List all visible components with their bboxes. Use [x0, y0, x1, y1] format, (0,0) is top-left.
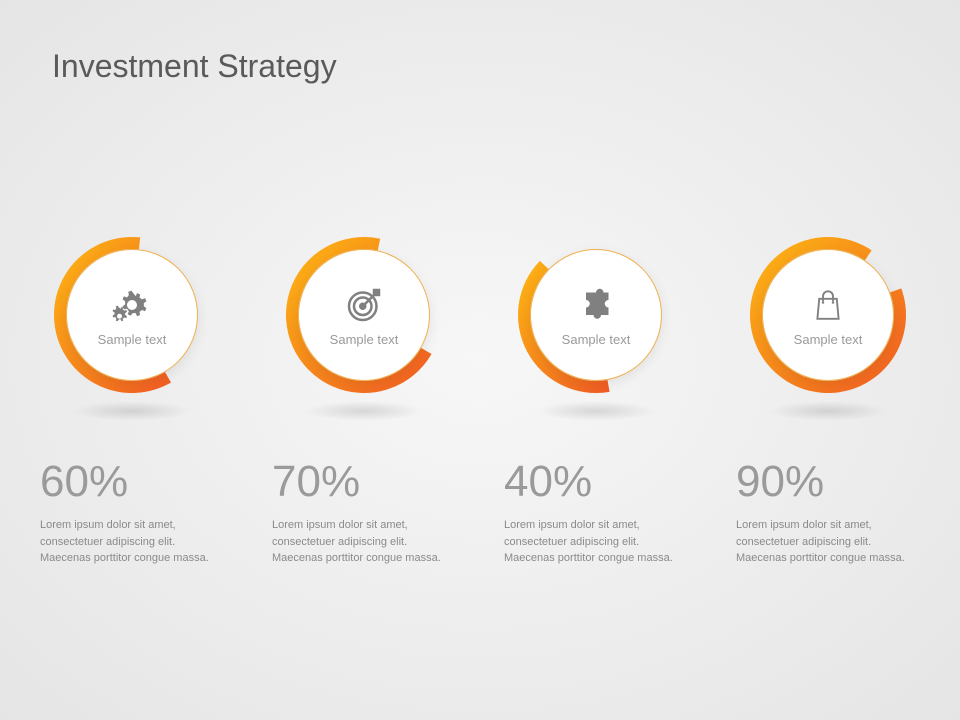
strategy-item: Sample text 40% Lorem ipsum dolor sit amet… — [496, 235, 696, 567]
inner-circle: Sample text — [298, 249, 430, 381]
gears-icon — [111, 284, 153, 326]
progress-circle: Sample text — [516, 235, 676, 395]
reflection — [304, 401, 424, 421]
strategy-item: Sample text 60% Lorem ipsum dolor sit amet… — [32, 235, 232, 567]
circle-label: Sample text — [562, 332, 631, 347]
reflection — [536, 401, 656, 421]
circle-label: Sample text — [330, 332, 399, 347]
inner-circle: Sample text — [762, 249, 894, 381]
circle-label: Sample text — [98, 332, 167, 347]
reflection — [768, 401, 888, 421]
percent-value: 70% — [264, 457, 360, 507]
percent-value: 40% — [496, 457, 592, 507]
reflection — [72, 401, 192, 421]
progress-circle: Sample text — [748, 235, 908, 395]
puzzle-icon — [575, 284, 617, 326]
target-icon — [343, 284, 385, 326]
inner-circle: Sample text — [530, 249, 662, 381]
item-description: Lorem ipsum dolor sit amet, consectetuer… — [728, 517, 928, 567]
items-row: Sample text 60% Lorem ipsum dolor sit amet… — [0, 235, 960, 567]
strategy-item: Sample text 70% Lorem ipsum dolor sit amet… — [264, 235, 464, 567]
progress-circle: Sample text — [52, 235, 212, 395]
percent-value: 90% — [728, 457, 824, 507]
item-description: Lorem ipsum dolor sit amet, consectetuer… — [32, 517, 232, 567]
percent-value: 60% — [32, 457, 128, 507]
progress-circle: Sample text — [284, 235, 444, 395]
item-description: Lorem ipsum dolor sit amet, consectetuer… — [264, 517, 464, 567]
page-title: Investment Strategy — [52, 48, 337, 85]
item-description: Lorem ipsum dolor sit amet, consectetuer… — [496, 517, 696, 567]
strategy-item: Sample text 90% Lorem ipsum dolor sit amet… — [728, 235, 928, 567]
inner-circle: Sample text — [66, 249, 198, 381]
bag-icon — [807, 284, 849, 326]
circle-label: Sample text — [794, 332, 863, 347]
